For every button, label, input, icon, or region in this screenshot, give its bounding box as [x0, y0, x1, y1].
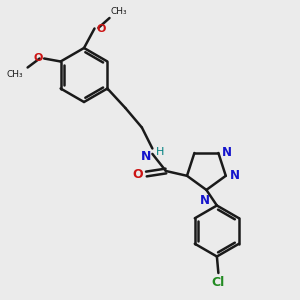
Text: CH₃: CH₃	[111, 7, 128, 16]
Text: O: O	[132, 167, 143, 181]
Text: O: O	[97, 23, 106, 34]
Text: N: N	[140, 150, 151, 163]
Text: N: N	[200, 194, 210, 206]
Text: N: N	[230, 169, 239, 182]
Text: O: O	[33, 53, 43, 64]
Text: H: H	[155, 147, 164, 157]
Text: CH₃: CH₃	[7, 70, 23, 79]
Text: N: N	[222, 146, 232, 160]
Text: Cl: Cl	[212, 276, 225, 289]
